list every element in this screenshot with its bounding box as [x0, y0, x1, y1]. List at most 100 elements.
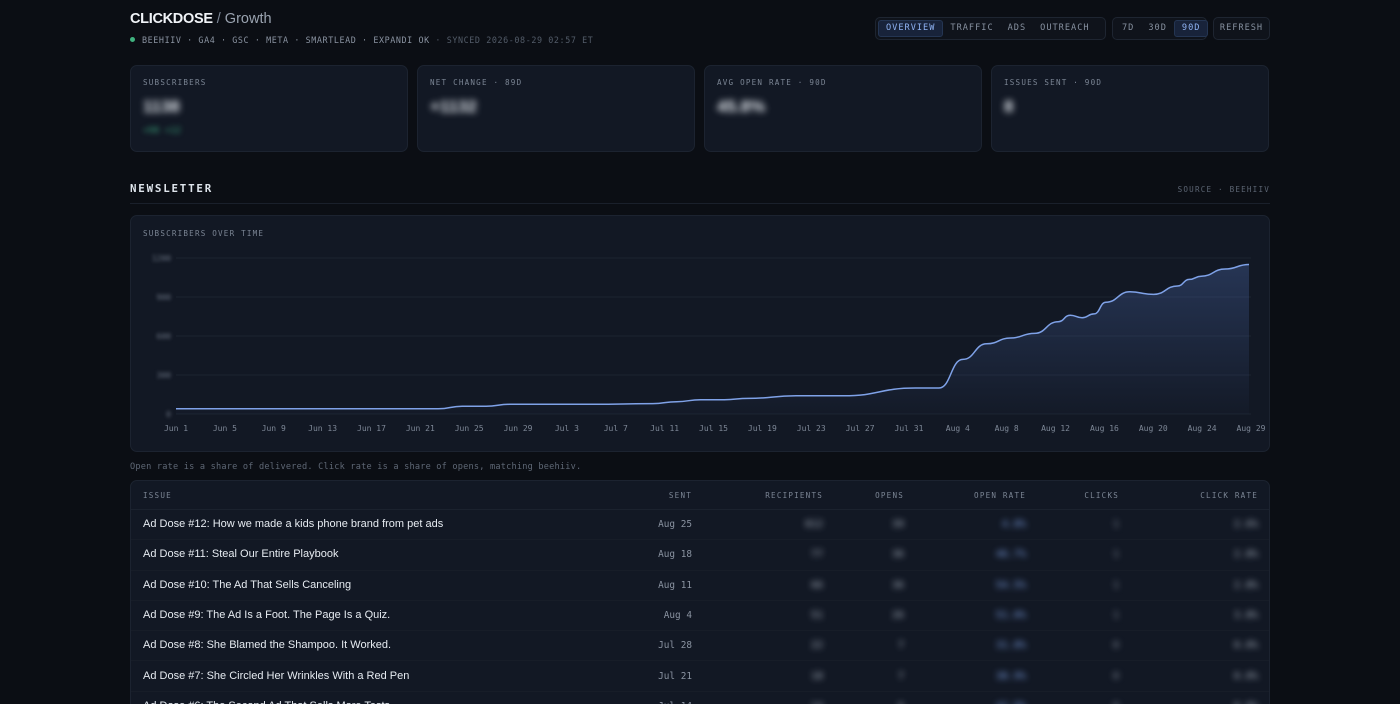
x-tick-label: Aug 24: [1188, 424, 1217, 433]
issue-click-rate: 0.0%: [1234, 701, 1258, 704]
issue-clicks: 1: [1112, 579, 1119, 591]
issue-title: Ad Dose #9: The Ad Is a Foot. The Page I…: [143, 608, 391, 621]
issue-clicks: 0: [1112, 670, 1119, 682]
issue-open-rate: 4.8%: [1001, 519, 1026, 530]
col-clicks[interactable]: CLICKS: [1084, 491, 1119, 500]
subscribers-chart: 0 300 600 900 1200 Jun 1 Jun 5 Jun 9 Jun 13 Jun …: [152, 254, 1266, 433]
newsletter-section-header: NEWSLETTER SOURCE · BEEHIIV: [130, 182, 1270, 204]
title-separator: /: [216, 11, 221, 27]
kpi-label: NET CHANGE · 89D: [430, 78, 523, 87]
issue-title: Ad Dose #6: The Second Ad That Sells Mor…: [143, 700, 390, 704]
issue-open-rate: 46.7%: [995, 549, 1026, 561]
issue-opens: 26: [891, 609, 904, 621]
x-tick-label: Jun 17: [357, 424, 386, 433]
kpi-value: +1132: [430, 97, 477, 116]
range-30d[interactable]: 30D: [1148, 23, 1167, 33]
issue-open-rate: 54.5%: [995, 579, 1026, 591]
table-row[interactable]: Ad Dose #12: How we made a kids phone br…: [131, 510, 1269, 541]
kpi-delta: +98 +12: [143, 126, 181, 136]
x-tick-label: Jun 1: [164, 424, 188, 433]
table-row[interactable]: Ad Dose #10: The Ad That Sells Canceling…: [131, 571, 1269, 601]
x-tick-label: Jun 13: [308, 424, 337, 433]
issue-title: Ad Dose #11: Steal Our Entire Playbook: [143, 548, 339, 561]
issue-opens: 39: [891, 519, 904, 530]
issue-clicks: 0: [1112, 640, 1119, 652]
range-90d[interactable]: 90D: [1173, 20, 1209, 37]
x-tick-label: Jul 11: [650, 424, 679, 433]
kpi-card-net-change: NET CHANGE · 89D +1132: [417, 65, 695, 152]
issue-recipients: 51: [810, 609, 823, 621]
issue-title: Ad Dose #7: She Circled Her Wrinkles Wit…: [143, 669, 410, 682]
y-tick-label: 0: [166, 410, 171, 419]
issues-table: ISSUE SENT RECIPIENTS OPENS OPEN RATE CL…: [130, 480, 1270, 704]
refresh-label: REFRESH: [1219, 23, 1264, 33]
range-7d[interactable]: 7D: [1122, 23, 1135, 33]
top-bar: CLICKDOSE / Growth BEEHIIV · GA4 · GSC ·…: [130, 11, 1270, 51]
col-click-rate[interactable]: CLICK RATE: [1200, 491, 1258, 500]
synced-timestamp: · SYNCED 2026-08-29 02:57 ET: [435, 35, 594, 45]
refresh-button[interactable]: REFRESH: [1213, 17, 1270, 40]
section-title: NEWSLETTER: [130, 182, 214, 195]
issue-opens: 6: [898, 701, 904, 704]
issue-sent-date: Jul 28: [658, 640, 692, 652]
col-opens[interactable]: OPENS: [875, 491, 904, 500]
col-sent[interactable]: SENT: [668, 491, 692, 500]
issue-click-rate: 2.8%: [1233, 579, 1258, 591]
kpi-card-subscribers: SUBSCRIBERS 1138 +98 +12: [130, 65, 408, 152]
issue-open-rate: 42.9%: [996, 701, 1026, 704]
x-tick-label: Jul 19: [748, 424, 777, 433]
x-tick-label: Jun 25: [455, 424, 484, 433]
table-row[interactable]: Ad Dose #7: She Circled Her Wrinkles Wit…: [131, 662, 1269, 692]
issue-opens: 36: [891, 549, 904, 561]
col-issue[interactable]: ISSUE: [143, 491, 172, 500]
issue-recipients: 18: [810, 670, 823, 682]
kpi-card-open-rate: AVG OPEN RATE · 90D 45.8%: [704, 65, 982, 152]
x-tick-label: Aug 12: [1041, 424, 1070, 433]
issue-clicks: 1: [1112, 609, 1119, 621]
y-tick-label: 300: [157, 371, 172, 380]
issue-open-rate: 31.8%: [995, 640, 1026, 652]
x-tick-label: Jun 5: [213, 424, 237, 433]
issue-recipients: 22: [810, 640, 823, 652]
x-tick-label: Aug 20: [1139, 424, 1168, 433]
issue-clicks: 1: [1112, 519, 1119, 530]
table-row[interactable]: Ad Dose #6: The Second Ad That Sells Mor…: [131, 692, 1269, 704]
issue-recipients: 66: [810, 579, 823, 591]
x-tick-label: Jul 3: [555, 424, 579, 433]
issue-sent-date: Aug 4: [663, 609, 692, 621]
tab-ads[interactable]: ADS: [1007, 23, 1027, 33]
tab-traffic[interactable]: TRAFFIC: [950, 23, 994, 33]
x-tick-label: Aug 29: [1237, 424, 1266, 433]
col-open-rate[interactable]: OPEN RATE: [974, 491, 1026, 500]
subscribers-chart-card: SUBSCRIBERS OVER TIME 0 300 600 900 1200 Jun…: [130, 215, 1270, 452]
x-tick-label: Jun 21: [406, 424, 435, 433]
issue-click-rate: 0.0%: [1233, 640, 1258, 652]
kpi-row: SUBSCRIBERS 1138 +98 +12 NET CHANGE · 89…: [130, 65, 1270, 152]
y-tick-label: 900: [157, 293, 172, 302]
issue-sent-date: Aug 18: [658, 549, 692, 561]
table-row[interactable]: Ad Dose #8: She Blamed the Shampoo. It W…: [131, 631, 1269, 662]
app-title: CLICKDOSE / Growth: [130, 11, 272, 27]
y-tick-label: 1200: [152, 254, 171, 263]
issue-recipients: 812: [804, 519, 823, 530]
col-recipients[interactable]: RECIPIENTS: [765, 491, 823, 500]
issue-opens: 7: [897, 640, 904, 652]
table-row[interactable]: Ad Dose #11: Steal Our Entire Playbook Au…: [131, 540, 1269, 571]
tab-overview[interactable]: OVERVIEW: [878, 20, 944, 37]
issue-open-rate: 38.9%: [995, 670, 1026, 682]
range-selector: 7D 30D 90D: [1112, 17, 1209, 40]
x-tick-label: Aug 8: [995, 424, 1019, 433]
table-header: ISSUE SENT RECIPIENTS OPENS OPEN RATE CL…: [131, 481, 1269, 510]
kpi-label: ISSUES SENT · 90D: [1004, 78, 1103, 87]
sync-status: BEEHIIV · GA4 · GSC · META · SMARTLEAD ·…: [130, 35, 593, 45]
table-row[interactable]: Ad Dose #9: The Ad Is a Foot. The Page I…: [131, 601, 1269, 632]
x-tick-label: Aug 16: [1090, 424, 1119, 433]
tab-outreach[interactable]: OUTREACH: [1040, 23, 1090, 33]
status-dot-icon: [130, 37, 135, 42]
issue-click-rate: 0.0%: [1233, 670, 1258, 682]
issue-click-rate: 2.6%: [1233, 519, 1258, 530]
x-tick-label: Jul 23: [797, 424, 826, 433]
series-area: [176, 264, 1249, 414]
kpi-label: SUBSCRIBERS: [143, 78, 207, 87]
issue-sent-date: Jul 14: [658, 701, 692, 704]
